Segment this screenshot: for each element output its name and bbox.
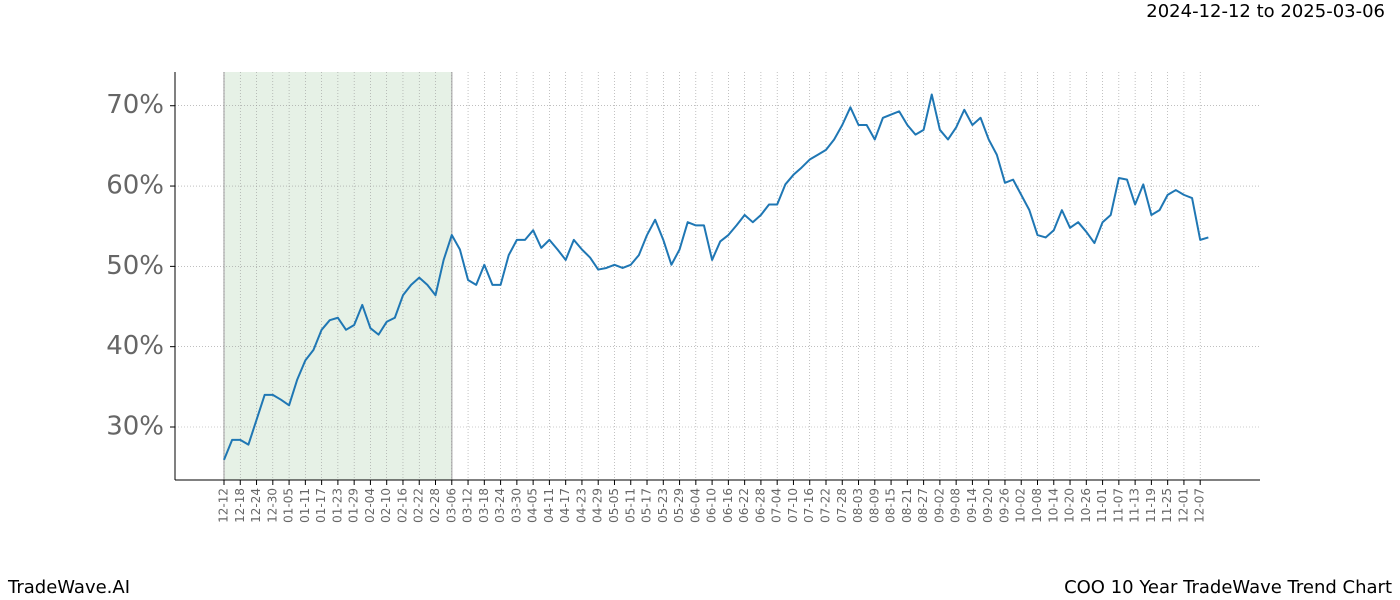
x-tick-label: 09-08 <box>949 488 963 523</box>
x-tick-label: 02-22 <box>412 488 426 523</box>
x-tick-label: 11-19 <box>1144 488 1158 523</box>
x-tick-label: 07-28 <box>835 488 849 523</box>
x-tick-label: 10-08 <box>1030 488 1044 523</box>
x-tick-label: 05-11 <box>623 488 637 523</box>
x-tick-label: 03-18 <box>477 488 491 523</box>
x-tick-label: 03-12 <box>461 488 475 523</box>
y-tick-label: 50% <box>106 251 164 281</box>
x-tick-label: 08-03 <box>851 488 865 523</box>
x-tick-label: 02-28 <box>428 488 442 523</box>
x-tick-label: 09-14 <box>965 488 979 523</box>
x-tick-label: 05-17 <box>640 488 654 523</box>
x-tick-label: 05-05 <box>607 488 621 523</box>
x-tick-label: 09-20 <box>981 488 995 523</box>
x-tick-label: 10-26 <box>1079 488 1093 523</box>
y-tick-label: 60% <box>106 171 164 201</box>
x-tick-label: 12-18 <box>233 488 247 523</box>
x-tick-label: 02-16 <box>395 488 409 523</box>
x-tick-label: 01-11 <box>298 488 312 523</box>
x-tick-label: 12-30 <box>265 488 279 523</box>
x-tick-label: 06-28 <box>753 488 767 523</box>
x-tick-label: 11-25 <box>1160 488 1174 523</box>
x-tick-label: 04-17 <box>558 488 572 523</box>
x-tick-label: 11-13 <box>1128 488 1142 523</box>
x-tick-label: 06-22 <box>737 488 751 523</box>
x-tick-label: 10-02 <box>1014 488 1028 523</box>
x-tick-label: 08-27 <box>916 488 930 523</box>
x-tick-label: 10-20 <box>1063 488 1077 523</box>
x-tick-label: 02-10 <box>379 488 393 523</box>
x-tick-label: 03-30 <box>509 488 523 523</box>
x-tick-label: 07-10 <box>786 488 800 523</box>
x-tick-label: 09-26 <box>997 488 1011 523</box>
x-tick-label: 12-01 <box>1176 488 1190 523</box>
y-tick-label: 70% <box>106 90 164 120</box>
x-tick-label: 08-09 <box>867 488 881 523</box>
x-tick-label: 04-29 <box>591 488 605 523</box>
date-range: 2024-12-12 to 2025-03-06 <box>1146 1 1385 22</box>
x-tick-label: 11-01 <box>1095 488 1109 523</box>
x-tick-label: 09-02 <box>932 488 946 523</box>
chart-title: COO 10 Year TradeWave Trend Chart <box>1064 577 1392 598</box>
x-tick-label: 04-05 <box>526 488 540 523</box>
x-tick-label: 06-10 <box>705 488 719 523</box>
x-tick-label: 01-05 <box>282 488 296 523</box>
x-tick-label: 11-07 <box>1111 488 1125 523</box>
x-tick-label: 06-16 <box>721 488 735 523</box>
x-tick-label: 07-22 <box>818 488 832 523</box>
brand: TradeWave.AI <box>7 577 130 598</box>
x-tick-label: 01-23 <box>330 488 344 523</box>
x-tick-label: 12-12 <box>217 488 231 523</box>
y-tick-label: 40% <box>106 331 164 361</box>
x-tick-label: 10-14 <box>1046 488 1060 523</box>
x-tick-label: 06-04 <box>688 488 702 523</box>
x-tick-label: 05-29 <box>672 488 686 523</box>
x-tick-label: 07-16 <box>802 488 816 523</box>
trend-line <box>223 93 1209 461</box>
x-tick-label: 03-24 <box>493 488 507 523</box>
x-tick-label: 08-15 <box>884 488 898 523</box>
x-tick-label: 03-06 <box>444 488 458 523</box>
x-tick-label: 01-29 <box>347 488 361 523</box>
x-tick-label: 05-23 <box>656 488 670 523</box>
x-tick-label: 07-04 <box>770 488 784 523</box>
x-tick-label: 04-11 <box>542 488 556 523</box>
x-tick-label: 04-23 <box>574 488 588 523</box>
x-tick-label: 08-21 <box>900 488 914 523</box>
x-tick-label: 12-07 <box>1193 488 1207 523</box>
x-tick-label: 02-04 <box>363 488 377 523</box>
y-tick-label: 30% <box>106 411 164 441</box>
x-tick-label: 12-24 <box>249 488 263 523</box>
x-tick-label: 01-17 <box>314 488 328 523</box>
